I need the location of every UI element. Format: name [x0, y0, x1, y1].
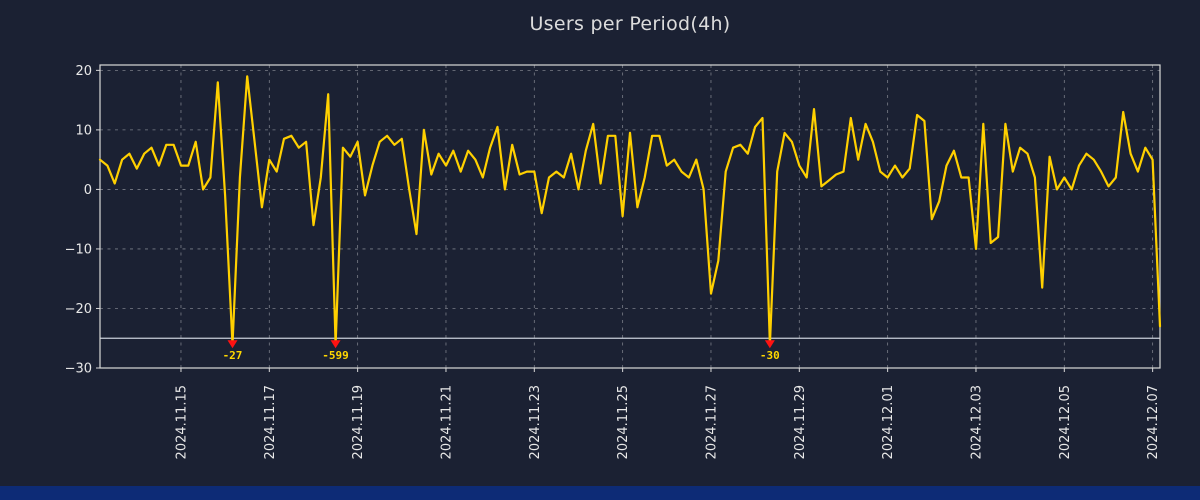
outlier-marker-icon [764, 340, 775, 349]
y-tick-label: −30 [65, 362, 92, 377]
x-tick-label: 2024.12.07 [1146, 385, 1161, 459]
outlier-value-label: -30 [760, 349, 780, 362]
x-tick-label: 2024.11.25 [616, 385, 631, 459]
chart-title: Users per Period(4h) [529, 13, 731, 35]
x-tick-label: 2024.11.17 [263, 385, 278, 459]
outlier-marker-icon [227, 340, 238, 349]
x-tick-label: 2024.12.05 [1058, 385, 1073, 459]
y-tick-label: −10 [65, 242, 92, 257]
series-line [98, 75, 1162, 346]
plot-border [99, 64, 1161, 369]
x-tick-label: 2024.11.15 [174, 385, 189, 459]
x-tick-label: 2024.11.21 [439, 385, 454, 459]
y-tick-label: 0 [84, 183, 92, 198]
x-tick-label: 2024.11.29 [793, 385, 808, 459]
y-tick-label: 20 [75, 64, 92, 79]
x-tick-label: 2024.12.01 [881, 385, 896, 459]
outlier-marker-icon [330, 340, 341, 349]
x-tick-label: 2024.11.23 [528, 385, 543, 459]
outlier-value-label: -599 [322, 349, 349, 362]
x-tick-label: 2024.11.27 [704, 385, 719, 459]
x-tick-label: 2024.11.19 [351, 385, 366, 459]
y-tick-label: −20 [65, 302, 92, 317]
outlier-value-label: -27 [223, 349, 243, 362]
line-chart-canvas: 20 10 0 −10 −20 −30 2024.11.15 2024.11.17 2024.1… [65, 64, 1162, 460]
y-tick-label: 10 [75, 123, 92, 138]
bottom-bar [0, 486, 1200, 500]
x-tick-label: 2024.12.03 [969, 385, 984, 459]
